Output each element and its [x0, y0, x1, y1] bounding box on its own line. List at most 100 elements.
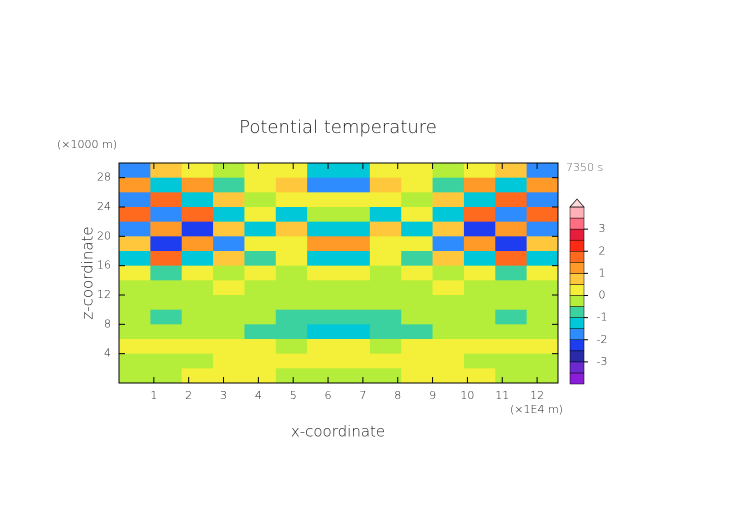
- contour-cell: [181, 339, 214, 355]
- contour-cell: [463, 339, 496, 355]
- contour-cell: [275, 265, 308, 281]
- contour-cell: [463, 265, 496, 281]
- contour-cell: [275, 251, 308, 267]
- colorbar-swatch: [569, 273, 585, 285]
- contour-cell: [213, 339, 245, 355]
- contour-cell: [495, 221, 528, 237]
- contour-cell: [307, 265, 339, 281]
- contour-cell: [119, 339, 151, 355]
- contour-cell: [213, 177, 245, 193]
- contour-cell: [338, 221, 371, 237]
- contour-cell: [150, 221, 183, 237]
- contour-cell: [369, 353, 402, 369]
- contour-cell: [213, 309, 245, 325]
- contour-cell: [495, 163, 528, 179]
- contour-cell: [338, 295, 371, 311]
- contour-cell: [275, 221, 308, 237]
- contour-cell: [526, 207, 559, 223]
- colorbar-swatch: [569, 328, 585, 340]
- x-tick-label: 9: [429, 389, 436, 402]
- contour-cell: [213, 280, 245, 296]
- contour-cell: [150, 177, 183, 193]
- y-axis-label: z-coordinate: [79, 226, 97, 319]
- contour-cell: [526, 221, 559, 237]
- y-tick-label: 16: [97, 259, 111, 272]
- contour-cell: [307, 221, 339, 237]
- contour-cell: [463, 221, 496, 237]
- contour-cell: [369, 163, 402, 179]
- contour-cell: [369, 236, 402, 252]
- colorbar-swatch: [569, 317, 585, 329]
- contour-cell: [307, 207, 339, 223]
- colorbar-swatch: [569, 239, 585, 252]
- x-tick-label: 3: [220, 389, 227, 402]
- contour-cell: [181, 309, 214, 325]
- contour-cell: [432, 324, 465, 340]
- colorbar-tick-label: 3: [599, 222, 606, 235]
- contour-cell: [213, 192, 245, 208]
- contour-cell: [150, 280, 183, 296]
- contour-cell: [275, 324, 308, 340]
- colorbar-over: [569, 198, 585, 208]
- contour-cell: [526, 236, 559, 252]
- contour-cell: [369, 339, 402, 355]
- contour-cell: [495, 177, 528, 193]
- contour-cell: [150, 251, 183, 267]
- contour-cell: [526, 309, 559, 325]
- contour-cell: [463, 324, 496, 340]
- contour-cell: [119, 207, 151, 223]
- contour-cell: [338, 309, 371, 325]
- contour-cell: [275, 163, 308, 179]
- x-tick-label: 11: [495, 389, 509, 402]
- contour-cell: [307, 368, 339, 384]
- contour-cell: [213, 251, 245, 267]
- contour-cell: [432, 353, 465, 369]
- contour-cell: [119, 265, 151, 281]
- colorbar-swatch: [569, 350, 585, 363]
- contour-cell: [401, 265, 434, 281]
- contour-cell: [369, 192, 402, 208]
- chart-title: Potential temperature: [239, 117, 437, 138]
- colorbar-swatch: [569, 262, 585, 274]
- contour-cell: [495, 280, 528, 296]
- contour-cell: [401, 339, 434, 355]
- contour-cell: [401, 236, 434, 252]
- contour-cell: [213, 163, 245, 179]
- contour-cell: [526, 295, 559, 311]
- contour-cell: [181, 280, 214, 296]
- colorbar-tick-label: 2: [599, 244, 606, 257]
- contour-cell: [119, 221, 151, 237]
- contour-cell: [338, 251, 371, 267]
- contour-cell: [244, 221, 277, 237]
- contour-cell: [181, 295, 214, 311]
- contour-cell: [275, 353, 308, 369]
- contour-cell: [401, 353, 434, 369]
- contour-cell: [244, 207, 277, 223]
- contour-cell: [307, 353, 339, 369]
- contour-cell: [244, 265, 277, 281]
- contour-cell: [463, 280, 496, 296]
- contour-cell: [181, 207, 214, 223]
- contour-cell: [119, 280, 151, 296]
- contour-cell: [119, 192, 151, 208]
- contour-cell: [119, 324, 151, 340]
- contour-cell: [463, 192, 496, 208]
- contour-cell: [463, 295, 496, 311]
- contour-cell: [526, 353, 559, 369]
- contour-cell: [150, 368, 183, 384]
- x-tick-label: 8: [394, 389, 401, 402]
- contour-cell: [338, 353, 371, 369]
- contour-cell: [463, 368, 496, 384]
- contour-cell: [526, 192, 559, 208]
- contour-cell: [338, 324, 371, 340]
- x-unit: (×1E4 m): [510, 403, 563, 416]
- x-axis-label: x-coordinate: [291, 423, 385, 441]
- contour-cell: [275, 368, 308, 384]
- contour-cell: [307, 236, 339, 252]
- colorbar-tick-label: 1: [599, 266, 606, 279]
- contour-cell: [432, 221, 465, 237]
- contour-cell: [432, 207, 465, 223]
- contour-cell: [275, 207, 308, 223]
- contour-cell: [150, 207, 183, 223]
- contour-cell: [244, 192, 277, 208]
